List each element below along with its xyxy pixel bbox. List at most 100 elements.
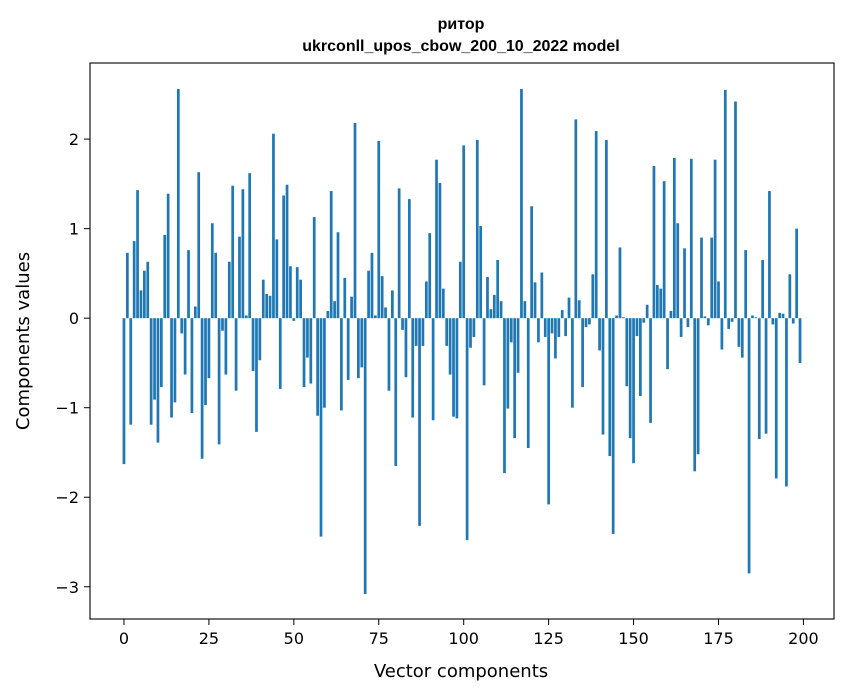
bar <box>693 318 697 472</box>
bar <box>754 317 758 319</box>
y-tick-label: 2 <box>69 130 79 149</box>
bar <box>513 318 517 439</box>
x-tick-label: 50 <box>284 629 304 648</box>
bar <box>435 159 438 319</box>
bar <box>265 294 269 319</box>
bar <box>574 119 578 319</box>
bar <box>272 133 275 319</box>
bar <box>686 318 690 328</box>
bar <box>652 165 656 319</box>
bar <box>299 279 302 319</box>
y-tick-label: 1 <box>69 220 79 239</box>
bar <box>149 318 153 425</box>
bar <box>183 318 187 375</box>
chart-subtitle: ukrconll_upos_cbow_200_10_2022 model <box>302 38 619 55</box>
x-tick-label: 150 <box>618 629 649 648</box>
bar <box>292 318 296 321</box>
bar <box>258 318 262 361</box>
bar <box>662 181 666 319</box>
bar <box>768 191 771 319</box>
x-tick-label: 25 <box>199 629 219 648</box>
bar <box>122 318 126 465</box>
bar <box>343 277 347 319</box>
bar <box>438 182 442 319</box>
bar <box>441 288 445 319</box>
bar <box>655 285 659 319</box>
bar <box>387 318 391 391</box>
bar <box>601 318 605 435</box>
bar <box>367 270 370 319</box>
bar <box>224 318 228 375</box>
bar <box>221 318 224 331</box>
bar <box>611 318 615 534</box>
bar <box>723 89 727 319</box>
bar <box>200 318 204 459</box>
bar <box>282 195 285 319</box>
bar <box>642 318 646 323</box>
bar <box>465 318 469 541</box>
bar <box>418 318 421 526</box>
x-tick-label: 75 <box>369 629 389 648</box>
bar <box>411 318 415 418</box>
bar <box>798 318 802 363</box>
x-axis-ticks: 0 25 50 75 100 125 150 175 200 <box>119 619 819 648</box>
bar <box>445 318 449 346</box>
bar <box>506 318 510 409</box>
bar <box>255 318 258 432</box>
bar <box>340 318 343 411</box>
bar <box>530 206 533 319</box>
bar <box>509 318 513 343</box>
bar <box>394 318 398 466</box>
bar <box>316 318 319 416</box>
bar <box>520 88 523 319</box>
bar <box>547 318 550 505</box>
y-axis-label: Components values <box>13 252 34 430</box>
bar <box>424 281 428 319</box>
bar <box>526 318 530 448</box>
bar <box>350 296 353 319</box>
x-axis-label: Vector components <box>374 661 548 682</box>
bar <box>173 318 177 403</box>
bar <box>126 252 129 319</box>
bar <box>353 122 357 319</box>
bar <box>312 217 316 319</box>
bar <box>377 140 381 319</box>
bar <box>683 248 686 319</box>
bar <box>757 318 761 440</box>
bar <box>567 297 571 319</box>
bar <box>166 193 170 319</box>
bar <box>462 145 466 319</box>
bar <box>679 318 683 337</box>
bar <box>306 318 309 358</box>
bar <box>645 304 649 319</box>
bar <box>414 318 418 346</box>
bar <box>231 185 235 319</box>
bar <box>700 237 703 319</box>
bar <box>407 199 411 319</box>
bar <box>159 318 163 388</box>
bar <box>577 300 581 319</box>
bar <box>458 261 462 319</box>
bar <box>672 157 676 319</box>
bar <box>346 318 350 380</box>
bar <box>669 311 673 319</box>
bar <box>139 290 143 319</box>
bar <box>540 272 544 319</box>
bar <box>176 88 180 319</box>
bar <box>625 318 629 387</box>
bar <box>479 225 483 319</box>
bar <box>689 158 693 319</box>
bar <box>774 318 778 479</box>
bar <box>275 239 279 319</box>
bar <box>543 318 547 337</box>
bar <box>778 312 781 319</box>
bar <box>499 301 503 319</box>
bar <box>659 288 663 319</box>
bar <box>244 315 248 319</box>
bar <box>581 318 584 388</box>
x-tick-label: 200 <box>788 629 819 648</box>
bar <box>197 172 201 319</box>
bar <box>788 274 792 319</box>
bar <box>163 234 167 319</box>
bar <box>557 318 561 337</box>
